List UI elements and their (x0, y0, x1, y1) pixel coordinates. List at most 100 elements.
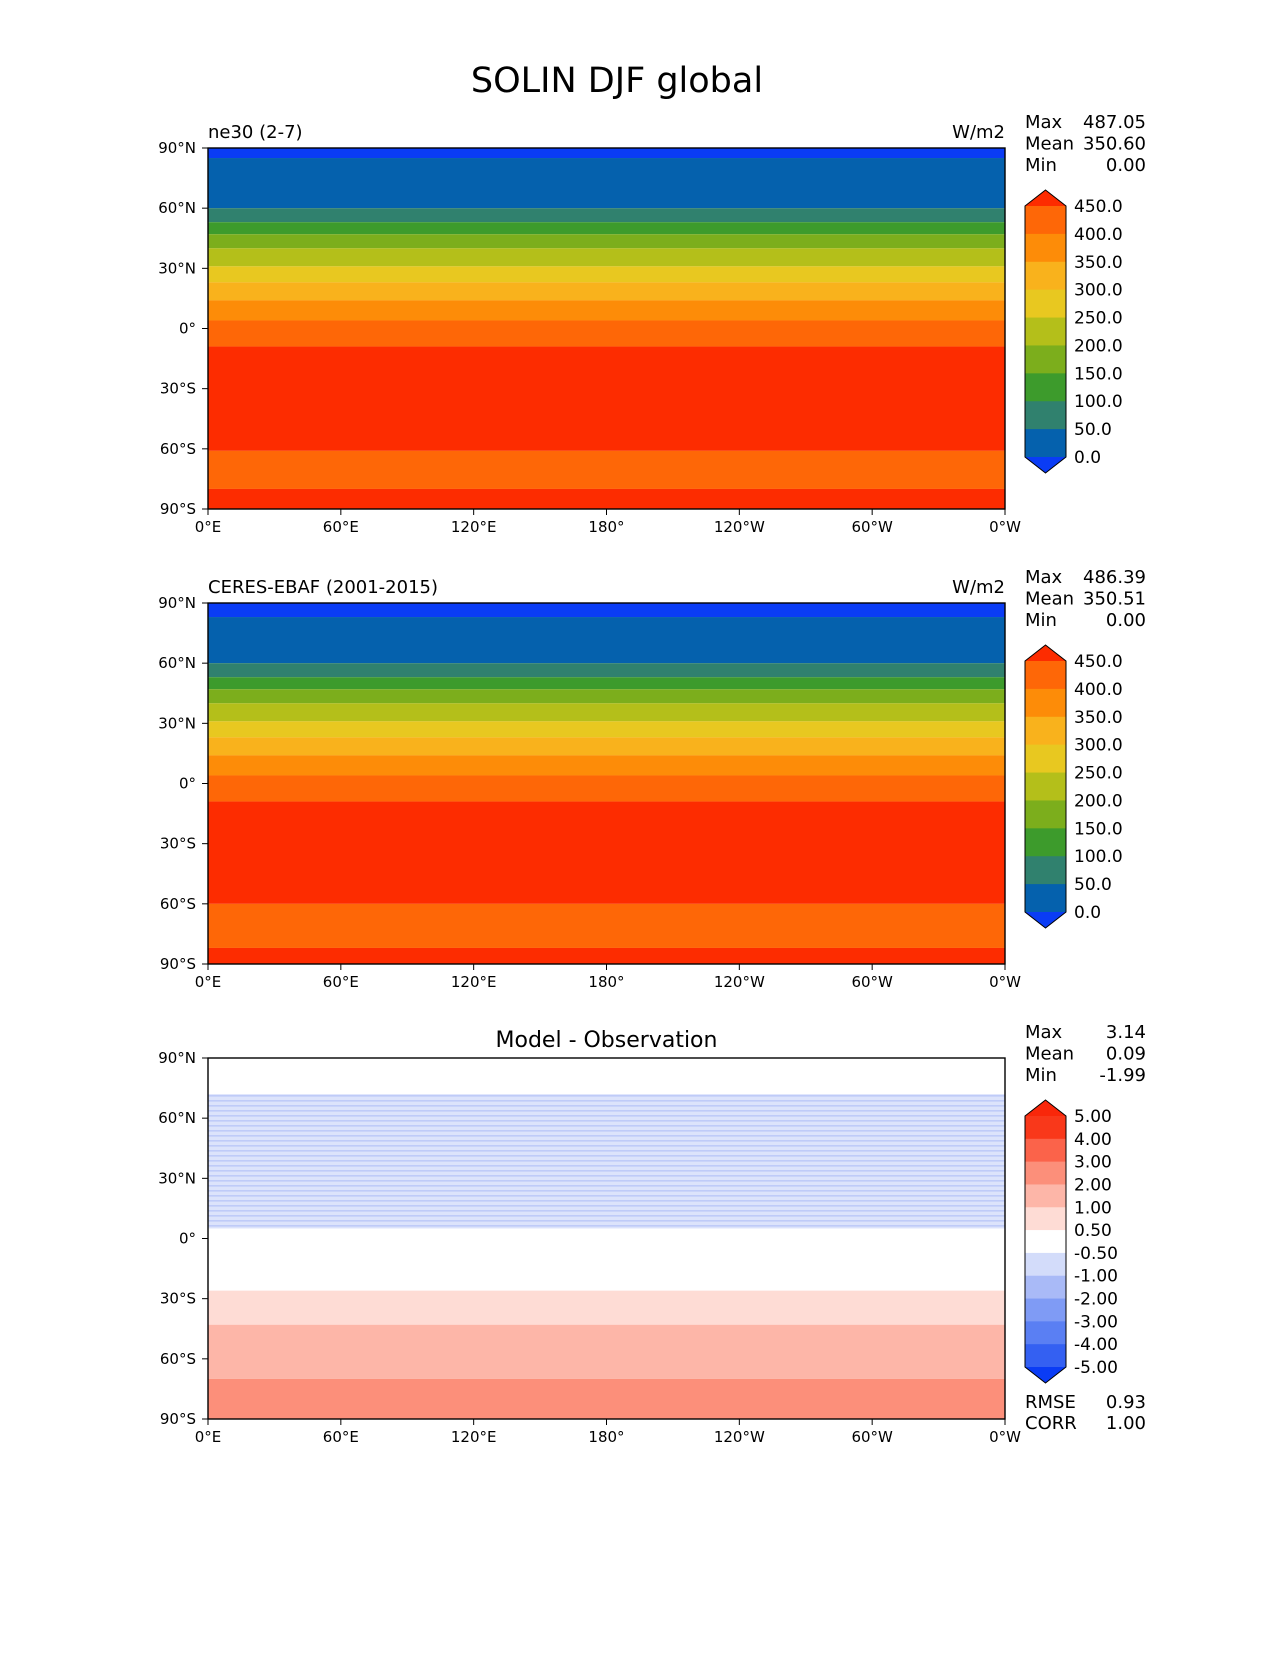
colorbar-label: -3.00 (1074, 1312, 1118, 1332)
colorbar-label: 400.0 (1074, 680, 1123, 700)
xtick-label: 60°E (323, 1428, 359, 1446)
colorbar-segment (1025, 373, 1066, 402)
ytick-label: 60°N (158, 1109, 196, 1127)
band-5 (208, 248, 1005, 267)
xtick-label: 180° (588, 973, 624, 991)
colorbar-label: 200.0 (1074, 336, 1123, 356)
colorbar-segment (1025, 661, 1066, 690)
colorbar-label: 450.0 (1074, 652, 1123, 672)
ytick-label: 30°N (158, 714, 196, 732)
figure-title: SOLIN DJF global (471, 61, 763, 101)
colorbar-segment (1025, 401, 1066, 430)
stat-max-label: Max (1025, 567, 1063, 588)
band-0 (208, 148, 1005, 159)
colorbar-segment (1025, 688, 1066, 718)
colorbar-extend-min (1025, 912, 1066, 928)
stat-mean-value: 0.09 (1106, 1044, 1146, 1065)
panel-units: W/m2 (952, 122, 1005, 143)
colorbar-segment (1025, 772, 1066, 801)
band-9 (208, 320, 1005, 347)
band-1 (208, 617, 1005, 664)
colorbar-segment (1025, 1138, 1066, 1163)
band-3 (208, 1290, 1005, 1325)
ytick-label: 90°N (158, 594, 196, 612)
colorbar-label: -4.00 (1074, 1335, 1118, 1355)
colorbar-label: 50.0 (1074, 875, 1112, 895)
colorbar-segment (1025, 856, 1066, 885)
colorbar-label: 300.0 (1074, 281, 1123, 301)
band-5 (208, 703, 1005, 722)
colorbar-label: 350.0 (1074, 708, 1123, 728)
colorbar-label: 4.00 (1074, 1130, 1112, 1150)
stat-max-value: 486.39 (1083, 567, 1146, 588)
xtick-label: 120°W (714, 1428, 765, 1446)
colorbar-label: 0.0 (1074, 903, 1101, 923)
stat-min-value: 0.00 (1106, 155, 1146, 176)
colorbar-label: 2.00 (1074, 1175, 1112, 1195)
band-3 (208, 677, 1005, 690)
colorbar-segment (1025, 1275, 1066, 1300)
xtick-label: 180° (588, 1428, 624, 1446)
band-2 (208, 1228, 1005, 1291)
field-ceres (208, 603, 1005, 964)
band-4 (208, 1324, 1005, 1379)
ytick-label: 30°N (158, 1169, 196, 1187)
xtick-label: 60°W (851, 518, 893, 536)
band-9 (208, 775, 1005, 802)
xtick-label: 60°W (851, 1428, 893, 1446)
corr-label: CORR (1025, 1413, 1077, 1434)
colorbar-segment (1025, 1184, 1066, 1208)
stat-max-label: Max (1025, 1022, 1063, 1043)
colorbar-segment (1025, 233, 1066, 263)
ytick-label: 90°S (160, 500, 196, 518)
ytick-label: 60°S (160, 895, 196, 913)
ytick-label: 0° (179, 1230, 196, 1248)
band-1 (208, 1094, 1005, 1229)
colorbar-segment (1025, 744, 1066, 774)
colorbar-label: -1.00 (1074, 1267, 1118, 1287)
colorbar-label: 350.0 (1074, 253, 1123, 273)
xtick-label: 0°W (989, 1428, 1021, 1446)
stat-mean-value: 350.51 (1083, 589, 1146, 610)
panel-ceres-ebaf: 90°N 60°N 30°N 0° 30°S 60°S 90°S0°E 60°E 120°E 18… (158, 567, 1146, 991)
colorbar-label: -2.00 (1074, 1290, 1118, 1310)
colorbar-label: 450.0 (1074, 197, 1123, 217)
colorbar-label: 250.0 (1074, 764, 1123, 784)
colorbar-label: 400.0 (1074, 225, 1123, 245)
xtick-label: 0°E (195, 518, 222, 536)
xtick-label: 120°W (714, 518, 765, 536)
colorbar-label: 0.50 (1074, 1221, 1112, 1241)
xtick-label: 120°E (451, 1428, 497, 1446)
ytick-label: 60°S (160, 440, 196, 458)
band-12 (208, 488, 1005, 509)
xtick-label: 60°W (851, 973, 893, 991)
colorbar-segment (1025, 800, 1066, 829)
colorbar: 0.0 50.0 100.0 150.0 200.0 250.0 300.0 350.0 400… (1024, 189, 1123, 474)
ytick-label: 0° (179, 775, 196, 793)
colorbar-segment (1025, 317, 1066, 346)
rmse-label: RMSE (1025, 1392, 1076, 1413)
stat-max-value: 487.05 (1083, 112, 1146, 133)
ytick-label: 90°S (160, 1410, 196, 1428)
xtick-label: 60°E (323, 973, 359, 991)
corr-value: 1.00 (1106, 1413, 1146, 1434)
colorbar-segment (1025, 1298, 1066, 1322)
colorbar-segment (1025, 289, 1066, 319)
panel-model-minus-observation: 90°N 60°N 30°N 0° 30°S 60°S 90°S0°E 60°E 120°E 18… (158, 1022, 1146, 1446)
band-11 (208, 903, 1005, 948)
ytick-label: 30°N (158, 259, 196, 277)
colorbar-segment (1025, 261, 1066, 291)
stat-min-value: 0.00 (1106, 610, 1146, 631)
ytick-label: 30°S (160, 835, 196, 853)
panel-left-title: CERES-EBAF (2001-2015) (208, 577, 438, 598)
colorbar-label: 200.0 (1074, 791, 1123, 811)
colorbar-outline (1024, 1099, 1067, 1384)
ytick-label: 90°N (158, 1049, 196, 1067)
colorbar-extend-min (1025, 457, 1066, 473)
xtick-label: 0°E (195, 1428, 222, 1446)
stat-mean-label: Mean (1025, 134, 1074, 155)
colorbar-extend-max (1025, 645, 1066, 661)
band-6 (208, 266, 1005, 283)
stat-min-value: -1.99 (1099, 1065, 1146, 1086)
